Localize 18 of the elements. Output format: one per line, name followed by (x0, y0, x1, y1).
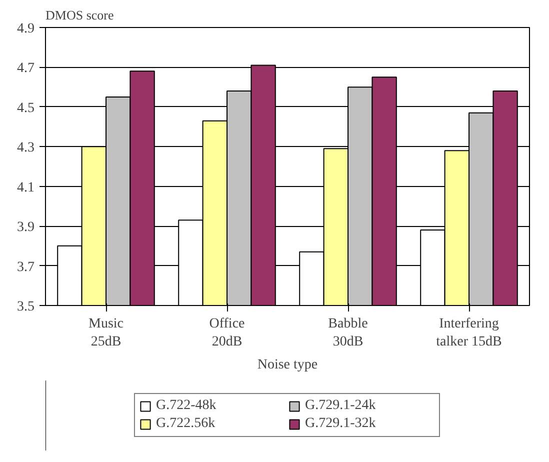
y-axis-title: DMOS score (46, 8, 114, 22)
legend-label: G.729.1-24k (305, 398, 377, 414)
y-tick-label: 3.7 (17, 260, 34, 275)
x-tick-label: Music 25dB (88, 316, 124, 350)
y-tick-label: 4.1 (17, 180, 34, 196)
y-tick-label: 3.9 (17, 220, 34, 236)
x-tick-label: Babble 30dB (328, 316, 368, 350)
x-axis-title: Noise type (257, 358, 318, 372)
legend-label: G.722.56k (156, 416, 216, 432)
x-tick-label: Office 20dB (209, 316, 245, 350)
legend-label: G.722-48k (156, 398, 218, 414)
y-tick-label: 4.7 (17, 61, 34, 76)
y-tick-label: 4.3 (17, 140, 34, 156)
y-tick-label: 4.5 (17, 100, 34, 116)
y-tick-label: 4.9 (17, 22, 34, 36)
legend-label: G.729.1-32k (305, 416, 377, 432)
y-tick-label: 3.5 (17, 300, 34, 314)
x-tick-label: Interfering talker 15dB (436, 316, 502, 350)
